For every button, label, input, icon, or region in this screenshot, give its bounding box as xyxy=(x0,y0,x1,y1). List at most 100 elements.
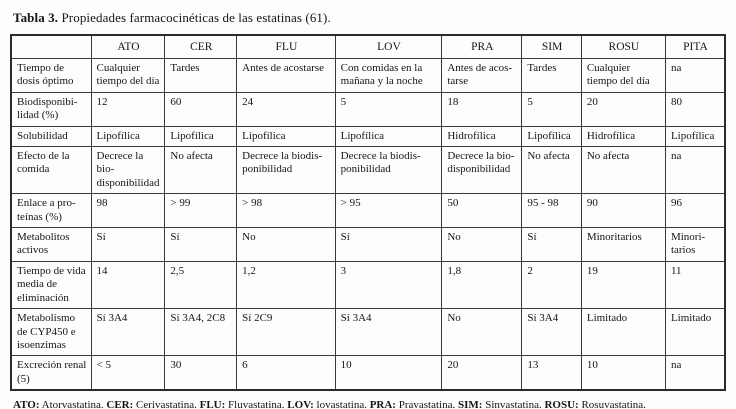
table-cell: 20 xyxy=(580,91,666,127)
table-cell: Con comidas en la mañana y la noche xyxy=(334,58,443,93)
table-cell: Lipofílica xyxy=(334,125,443,148)
table-cell: Sí xyxy=(521,227,582,262)
footnote-abbr: LOV: xyxy=(287,399,314,409)
table-cell: 5 xyxy=(521,91,582,127)
table-cell: 6 xyxy=(236,355,336,391)
table-cell: Sí 3A4 xyxy=(90,308,166,357)
footnote-abbr: ROSU: xyxy=(544,399,579,409)
table-cell: 24 xyxy=(236,91,336,127)
table-cell: na xyxy=(664,355,726,391)
footnote-text: Cerivastatina. xyxy=(133,399,200,409)
table-cell: No afecta xyxy=(580,146,666,195)
row-label: Efecto de la comida xyxy=(10,146,92,195)
table-cell: 19 xyxy=(580,260,666,310)
footnote-text: Pravastatina. xyxy=(395,399,458,409)
table-cell: 90 xyxy=(580,193,666,229)
table-cell: 13 xyxy=(521,355,582,391)
table-cell: Minoritarios xyxy=(580,227,666,262)
column-header-rosu: ROSU xyxy=(580,34,666,59)
table-cell: Lipofílica xyxy=(521,125,582,148)
table-row: Metabolitos activos Sí Sí No Sí No Sí Minoritar… xyxy=(10,227,726,262)
table-cell: Limitado xyxy=(664,308,726,357)
table-cell: 95 - 98 xyxy=(521,193,582,229)
table-cell: No afecta xyxy=(521,146,582,195)
footnote-abbr: FLU: xyxy=(199,399,226,409)
table-cell: No afecta xyxy=(164,146,238,195)
table-cell: 80 xyxy=(664,91,726,127)
table-cell: Lipofílica xyxy=(164,125,238,148)
table-cell: 20 xyxy=(441,355,523,391)
header-row: ATO CER FLU LOV PRA SIM ROSU PITA xyxy=(10,34,726,59)
table-row: Tiempo de vida media de eliminación 14 2,5… xyxy=(10,260,726,310)
footnotes: ATO: Atorvastatina. CER: Cerivastatina. … xyxy=(13,398,726,409)
table-cell: Sí xyxy=(334,227,443,262)
table-caption-text: Propiedades farmacocinéticas de las esta… xyxy=(58,10,331,25)
table-cell: > 99 xyxy=(164,193,238,229)
footnote-abbr: ATO: xyxy=(13,399,40,409)
row-label: Metabolismo de CYP450 e isoenzimas xyxy=(10,308,92,357)
table-row: Tiempo de dosis óptimo Cualquier tiempo d… xyxy=(10,58,726,93)
table-cell: Sí xyxy=(90,227,166,262)
table-cell: 5 xyxy=(334,91,443,127)
table-head: ATO CER FLU LOV PRA SIM ROSU PITA xyxy=(10,34,726,59)
footnote-text: Fluvastatina. xyxy=(225,399,288,409)
table-cell: na xyxy=(664,146,726,195)
row-label: Metabolitos activos xyxy=(10,227,92,262)
table-cell: > 98 xyxy=(236,193,336,229)
row-label: Biodisponibi-lidad (%) xyxy=(10,91,92,127)
table-cell: Lipofílica xyxy=(236,125,336,148)
table-cell: 11 xyxy=(664,260,726,310)
table-cell: 12 xyxy=(90,91,166,127)
table-cell: No xyxy=(441,227,523,262)
table-cell: No xyxy=(441,308,523,357)
row-label: Solubilidad xyxy=(10,125,92,148)
footnote-text: lovastatina. xyxy=(313,399,370,409)
table-cell: Decrece la bio-disponibilidad xyxy=(90,146,166,195)
table-cell: 10 xyxy=(580,355,666,391)
footnote-text: Rosuvastatina. xyxy=(578,399,646,409)
table-cell: Cualquier tiempo del día xyxy=(580,58,666,93)
table-row: Efecto de la comida Decrece la bio-dispon… xyxy=(10,146,726,195)
table-row: Biodisponibi-lidad (%) 12 60 24 5 18 5 20 80 xyxy=(10,91,726,127)
table-cell: Sí xyxy=(164,227,238,262)
table-cell: Decrece la bio-disponibilidad xyxy=(441,146,523,195)
table-row: Excreción renal (5) < 5 30 6 10 20 13 10 na xyxy=(10,355,726,391)
table-cell: > 95 xyxy=(334,193,443,229)
table-cell: Cualquier tiempo del día xyxy=(90,58,166,93)
table-cell: 18 xyxy=(441,91,523,127)
table-cell: 3 xyxy=(334,260,443,310)
footnote-text: Sinvastatina. xyxy=(482,399,545,409)
table-cell: Sí 2C9 xyxy=(236,308,336,357)
table-cell: 30 xyxy=(164,355,238,391)
table-row: Metabolismo de CYP450 e isoenzimas Sí 3A4… xyxy=(10,308,726,357)
table-cell: Sí 3A4 xyxy=(334,308,443,357)
statins-table: ATO CER FLU LOV PRA SIM ROSU PITA Tiempo de dos… xyxy=(10,34,726,392)
table-cell: Sí 3A4, 2C8 xyxy=(164,308,238,357)
table-cell: 98 xyxy=(90,193,166,229)
column-header-flu: FLU xyxy=(236,34,336,59)
table-cell: Minori-tarios xyxy=(664,227,726,262)
table-row: Solubilidad Lipofílica Lipofílica Lipofílic… xyxy=(10,125,726,148)
table-caption-number: Tabla 3. xyxy=(13,10,59,25)
table-cell: 2,5 xyxy=(164,260,238,310)
table-body: Tiempo de dosis óptimo Cualquier tiempo d… xyxy=(10,58,726,391)
column-header-ato: ATO xyxy=(90,34,166,59)
table-cell: Lipofílica xyxy=(90,125,166,148)
table-cell: Lipofílica xyxy=(664,125,726,148)
table-row: Enlace a pro-teínas (%) 98 > 99 > 98 > 95 50 9… xyxy=(10,193,726,229)
table-cell: Limitado xyxy=(580,308,666,357)
footnote-abbr: PRA: xyxy=(369,399,396,409)
table-cell: 10 xyxy=(334,355,443,391)
table-cell: na xyxy=(664,58,726,93)
corner-cell xyxy=(10,34,92,59)
column-header-pita: PITA xyxy=(664,34,726,59)
table-cell: 14 xyxy=(90,260,166,310)
table-cell: 50 xyxy=(441,193,523,229)
table-cell: Sí 3A4 xyxy=(521,308,582,357)
row-label: Tiempo de dosis óptimo xyxy=(10,58,92,93)
column-header-pra: PRA xyxy=(441,34,523,59)
table-cell: Tardes xyxy=(164,58,238,93)
column-header-sim: SIM xyxy=(521,34,582,59)
table-cell: No xyxy=(236,227,336,262)
table-cell: 96 xyxy=(664,193,726,229)
